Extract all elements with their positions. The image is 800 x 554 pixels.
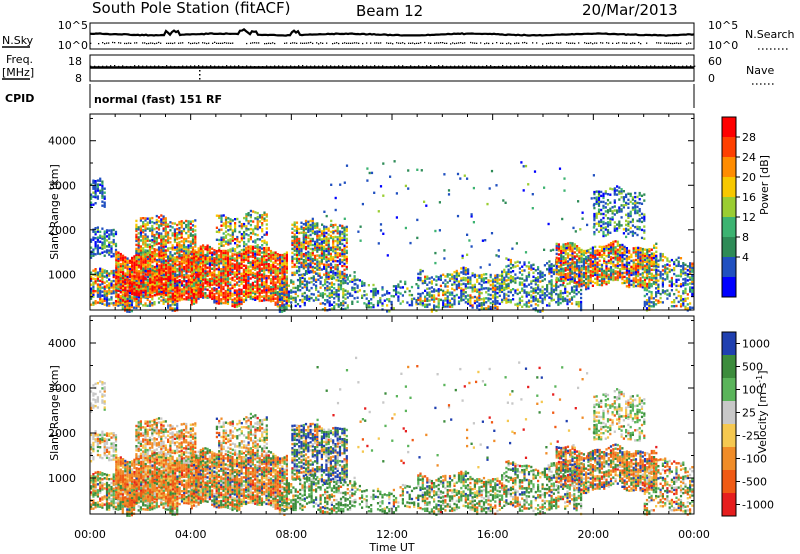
velocity-scatter-data [90, 356, 694, 517]
x-tick-label: 12:00 [376, 528, 408, 541]
colorbar-tick-label: -25 [742, 430, 760, 443]
colorbar-tick-label: 100 [742, 384, 763, 397]
nsearch-tick-low: 10^0 [708, 39, 738, 52]
nsky-panel [89, 22, 695, 50]
colorbar-tick-label: -1000 [742, 499, 774, 512]
y-tick-label: 4000 [48, 337, 76, 350]
nave-label: Nave [746, 64, 774, 77]
colorbar-frame [721, 116, 737, 298]
y-tick-label: 2000 [48, 427, 76, 440]
x-axis-label: Time UT [368, 541, 414, 554]
colorbar-tick-label: -500 [742, 476, 767, 489]
power-axis-ticks: 1000 2000 3000 4000 [48, 117, 694, 298]
y-tick-label: 3000 [48, 179, 76, 192]
power-scatter-data [90, 160, 694, 313]
date-label: 20/Mar/2013 [582, 1, 678, 19]
nsky-tick-low: 10^0 [58, 39, 88, 52]
nave-trace [90, 65, 696, 80]
colorbar-swatch [722, 493, 736, 517]
colorbar-swatch [722, 257, 736, 278]
colorbar-swatch [722, 177, 736, 198]
colorbar-tick-label: 25 [742, 407, 756, 420]
velocity-colorbar: 1000 500 100 25 -25 -100 -500 -1000 [721, 331, 774, 517]
cpid-text: normal (fast) 151 RF [94, 93, 222, 106]
velocity-ylabel: Slant Range [km] [48, 365, 61, 461]
colorbar-tick-label: 4 [742, 251, 749, 264]
cpid-label: CPID [5, 92, 34, 105]
y-tick-label: 2000 [48, 224, 76, 237]
colorbar-swatch [722, 470, 736, 494]
colorbar-swatch [722, 401, 736, 425]
colorbar-swatch [722, 424, 736, 448]
colorbar-tick-label: 24 [742, 151, 756, 164]
nsky-trace [89, 28, 695, 37]
colorbar-swatch [722, 277, 736, 298]
nsky-tick-high: 10^5 [58, 19, 88, 32]
colorbar-tick-label: 28 [742, 131, 756, 144]
colorbar-swatch [722, 157, 736, 178]
colorbar-tick-label: 12 [742, 211, 756, 224]
freq-tick-high: 18 [68, 55, 82, 68]
y-tick-label: 1000 [48, 472, 76, 485]
colorbar-tick-label: -100 [742, 453, 767, 466]
power-colorbar-label: Power [dB] [758, 155, 771, 215]
colorbar-swatch [722, 117, 736, 138]
nave-tick-low: 0 [708, 72, 715, 85]
x-tick-label: 08:00 [275, 528, 307, 541]
freq-tick-low: 8 [75, 72, 82, 85]
colorbar-frame [721, 331, 737, 517]
colorbar-tick-label: 500 [742, 361, 763, 374]
y-tick-label: 4000 [48, 135, 76, 148]
x-tick-label: 16:00 [477, 528, 509, 541]
x-tick-label: 00:00 [678, 528, 710, 541]
x-tick-label: 20:00 [577, 528, 609, 541]
freq-unit-label: [MHz] [2, 66, 34, 79]
velocity-axis-ticks: 1000 2000 3000 4000 [48, 320, 694, 501]
nsky-traces [89, 28, 695, 45]
x-tick-label: 04:00 [175, 528, 207, 541]
velocity-colorbar-label: Velocity [m s-1] [755, 370, 769, 453]
colorbar-swatch [722, 447, 736, 471]
colorbar-swatch [722, 197, 736, 218]
colorbar-tick-label: 1000 [742, 338, 770, 351]
colorbar-swatch [722, 217, 736, 238]
x-axis-ticks: 00:00 04:00 08:00 12:00 16:00 20:00 00:00 [74, 114, 710, 541]
x-tick-label: 00:00 [74, 528, 106, 541]
y-tick-label: 1000 [48, 268, 76, 281]
colorbar-swatch [722, 332, 736, 356]
colorbar-swatch [722, 137, 736, 158]
velocity-colorbar-label-main: Velocity [756, 410, 769, 454]
colorbar-tick-label: 8 [742, 231, 749, 244]
velocity-colorbar-label-exp: -1 [755, 375, 764, 383]
velocity-colorbar-label-unit: [m s [756, 382, 769, 407]
power-colorbar: 28 24 20 16 12 8 4 [721, 116, 756, 298]
nsearch-trace [90, 41, 692, 45]
colorbar-swatch [722, 237, 736, 258]
nsky-label: N.Sky [2, 34, 34, 47]
nave-tick-high: 60 [708, 55, 722, 68]
figure-title: South Pole Station (fitACF) [92, 0, 290, 17]
velocity-colorbar-label-close: ] [756, 370, 769, 374]
colorbar-tick-label: 20 [742, 171, 756, 184]
colorbar-tick-label: 16 [742, 191, 756, 204]
colorbar-swatch [722, 355, 736, 379]
nsearch-tick-high: 10^5 [708, 19, 738, 32]
freq-traces [90, 65, 696, 80]
y-tick-label: 3000 [48, 382, 76, 395]
beam-label: Beam 12 [356, 2, 423, 20]
power-ylabel: Slant Range [km] [48, 164, 61, 260]
nsearch-label: N.Search [745, 28, 795, 41]
colorbar-swatch [722, 378, 736, 402]
freq-label: Freq. [6, 53, 33, 66]
